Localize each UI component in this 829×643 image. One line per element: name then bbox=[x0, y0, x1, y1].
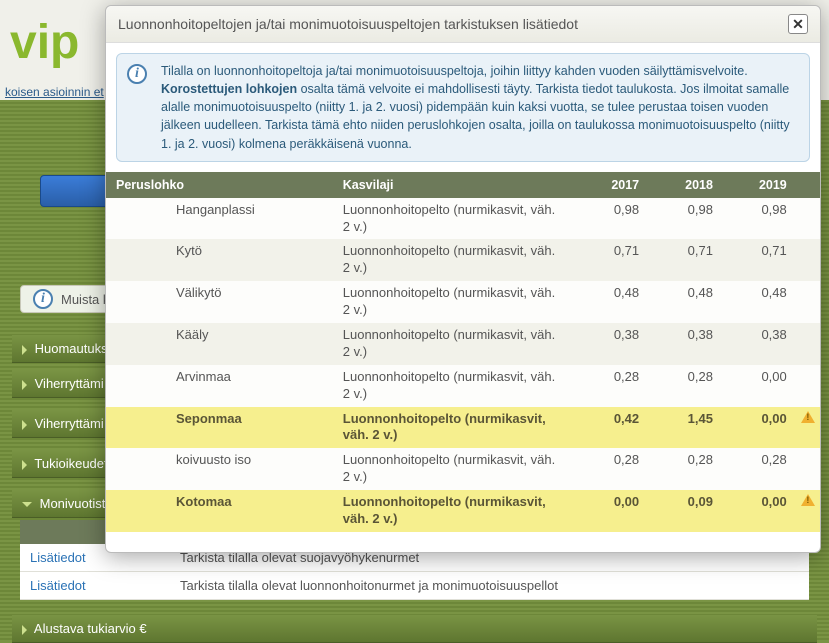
cell-2018: 0,48 bbox=[649, 281, 723, 323]
cell-warning bbox=[797, 239, 820, 281]
table-row: koivuusto isoLuonnonhoitopelto (nurmikas… bbox=[106, 448, 820, 490]
table-row: KotomaaLuonnonhoitopelto (nurmikasvit, v… bbox=[106, 490, 820, 532]
cell-2017: 0,71 bbox=[575, 239, 649, 281]
accordion-label: Tukioikeudet bbox=[34, 456, 107, 471]
cell-plant: Luonnonhoitopelto (nurmikasvit, väh. 2 v… bbox=[333, 490, 576, 532]
cell-parcel-name: koivuusto iso bbox=[106, 448, 333, 490]
th-peruslohko: Peruslohko bbox=[106, 172, 333, 198]
cell-2017: 0,28 bbox=[575, 365, 649, 407]
accordion-label: Alustava tukiarvio € bbox=[34, 621, 147, 636]
cell-warning bbox=[797, 490, 820, 532]
cell-2019: 0,28 bbox=[723, 448, 797, 490]
details-modal: Luonnonhoitopeltojen ja/tai monimuotoisu… bbox=[105, 5, 821, 553]
close-icon: ✕ bbox=[792, 16, 804, 33]
cell-warning bbox=[797, 448, 820, 490]
chevron-right-icon bbox=[22, 460, 27, 470]
cell-parcel-name: Välikytö bbox=[106, 281, 333, 323]
cell-parcel-name: Kytö bbox=[106, 239, 333, 281]
cell-2018: 0,28 bbox=[649, 448, 723, 490]
chevron-right-icon bbox=[22, 380, 27, 390]
cell-2017: 0,38 bbox=[575, 323, 649, 365]
table-row: ArvinmaaLuonnonhoitopelto (nurmikasvit, … bbox=[106, 365, 820, 407]
cell-2018: 0,28 bbox=[649, 365, 723, 407]
primary-button[interactable] bbox=[40, 175, 110, 207]
cell-plant: Luonnonhoitopelto (nurmikasvit, väh. 2 v… bbox=[333, 365, 576, 407]
warning-icon bbox=[801, 411, 815, 423]
cell-plant: Luonnonhoitopelto (nurmikasvit, väh. 2 v… bbox=[333, 281, 576, 323]
logo: vip bbox=[10, 15, 79, 70]
chevron-right-icon bbox=[22, 625, 27, 635]
details-link[interactable]: Lisätiedot bbox=[20, 572, 170, 600]
cell-warning bbox=[797, 323, 820, 365]
cell-2019: 0,71 bbox=[723, 239, 797, 281]
parcel-table: Peruslohko Kasvilaji 2017 2018 2019 Hang… bbox=[106, 172, 820, 532]
check-text: Tarkista tilalla olevat luonnonhoitonurm… bbox=[170, 572, 809, 600]
accordion-label: Huomautukse bbox=[35, 341, 115, 356]
header-link[interactable]: koisen asioinnin et bbox=[5, 85, 104, 99]
cell-2019: 0,00 bbox=[723, 490, 797, 532]
cell-2017: 0,28 bbox=[575, 448, 649, 490]
cell-2019: 0,00 bbox=[723, 365, 797, 407]
th-2018: 2018 bbox=[649, 172, 723, 198]
cell-2018: 0,98 bbox=[649, 198, 723, 240]
cell-2018: 1,45 bbox=[649, 407, 723, 449]
cell-2019: 0,00 bbox=[723, 407, 797, 449]
table-row: SeponmaaLuonnonhoitopelto (nurmikasvit, … bbox=[106, 407, 820, 449]
info-text-pre: Tilalla on luonnonhoitopeltoja ja/tai mo… bbox=[161, 64, 748, 78]
table-row: KytöLuonnonhoitopelto (nurmikasvit, väh.… bbox=[106, 239, 820, 281]
accordion-label: Viherryttämi bbox=[35, 376, 104, 391]
table-row: VälikytöLuonnonhoitopelto (nurmikasvit, … bbox=[106, 281, 820, 323]
table-row: HanganplassiLuonnonhoitopelto (nurmikasv… bbox=[106, 198, 820, 240]
info-icon: i bbox=[33, 289, 53, 309]
cell-2019: 0,48 bbox=[723, 281, 797, 323]
chevron-right-icon bbox=[22, 345, 27, 355]
cell-warning bbox=[797, 281, 820, 323]
cell-2019: 0,98 bbox=[723, 198, 797, 240]
cell-warning bbox=[797, 407, 820, 449]
table-row: LisätiedotTarkista tilalla olevat luonno… bbox=[20, 572, 809, 600]
info-icon: i bbox=[127, 64, 147, 84]
cell-parcel-name: Kääly bbox=[106, 323, 333, 365]
table-row: KäälyLuonnonhoitopelto (nurmikasvit, väh… bbox=[106, 323, 820, 365]
cell-2018: 0,09 bbox=[649, 490, 723, 532]
cell-2017: 0,98 bbox=[575, 198, 649, 240]
th-kasvilaji: Kasvilaji bbox=[333, 172, 576, 198]
cell-2019: 0,38 bbox=[723, 323, 797, 365]
cell-plant: Luonnonhoitopelto (nurmikasvit, väh. 2 v… bbox=[333, 239, 576, 281]
cell-2018: 0,71 bbox=[649, 239, 723, 281]
cell-2017: 0,00 bbox=[575, 490, 649, 532]
modal-title-text: Luonnonhoitopeltojen ja/tai monimuotoisu… bbox=[118, 16, 578, 32]
cell-parcel-name: Seponmaa bbox=[106, 407, 333, 449]
modal-titlebar: Luonnonhoitopeltojen ja/tai monimuotoisu… bbox=[106, 6, 820, 43]
cell-parcel-name: Kotomaa bbox=[106, 490, 333, 532]
cell-2018: 0,38 bbox=[649, 323, 723, 365]
cell-2017: 0,42 bbox=[575, 407, 649, 449]
close-button[interactable]: ✕ bbox=[788, 14, 808, 34]
th-2017: 2017 bbox=[575, 172, 649, 198]
accordion-label: Viherryttämi bbox=[35, 416, 104, 431]
cell-plant: Luonnonhoitopelto (nurmikasvit, väh. 2 v… bbox=[333, 407, 576, 449]
cell-warning bbox=[797, 198, 820, 240]
cell-parcel-name: Hanganplassi bbox=[106, 198, 333, 240]
chevron-down-icon bbox=[22, 502, 32, 507]
cell-2017: 0,48 bbox=[575, 281, 649, 323]
warning-icon bbox=[801, 494, 815, 506]
th-2019: 2019 bbox=[723, 172, 797, 198]
cell-warning bbox=[797, 365, 820, 407]
th-warn bbox=[797, 172, 820, 198]
info-text-bold: Korostettujen lohkojen bbox=[161, 82, 297, 96]
cell-plant: Luonnonhoitopelto (nurmikasvit, väh. 2 v… bbox=[333, 448, 576, 490]
cell-parcel-name: Arvinmaa bbox=[106, 365, 333, 407]
cell-plant: Luonnonhoitopelto (nurmikasvit, väh. 2 v… bbox=[333, 323, 576, 365]
chevron-right-icon bbox=[22, 420, 27, 430]
info-panel: i Tilalla on luonnonhoitopeltoja ja/tai … bbox=[116, 53, 810, 162]
accordion-alustava[interactable]: Alustava tukiarvio € bbox=[12, 615, 817, 643]
cell-plant: Luonnonhoitopelto (nurmikasvit, väh. 2 v… bbox=[333, 198, 576, 240]
reminder-text: Muista k bbox=[61, 292, 109, 307]
